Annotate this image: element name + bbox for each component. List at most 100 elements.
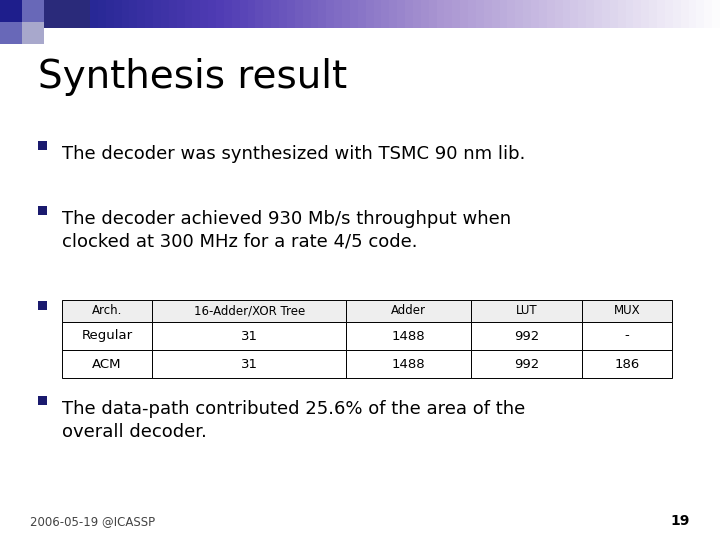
Bar <box>271 0 280 28</box>
Bar <box>38 141 47 150</box>
Bar <box>145 0 154 28</box>
Bar <box>208 0 217 28</box>
Bar <box>184 0 194 28</box>
Bar <box>122 0 130 28</box>
Bar <box>642 0 650 28</box>
Text: -: - <box>624 329 629 342</box>
Bar <box>346 300 471 322</box>
Bar <box>216 0 225 28</box>
Bar <box>302 0 312 28</box>
Bar <box>468 0 477 28</box>
Text: 992: 992 <box>514 329 539 342</box>
Text: Synthesis result: Synthesis result <box>38 58 347 96</box>
Bar <box>516 0 524 28</box>
Bar <box>168 0 178 28</box>
Text: 186: 186 <box>614 357 639 370</box>
Bar <box>326 0 335 28</box>
Bar <box>98 0 107 28</box>
Bar <box>374 0 382 28</box>
Bar <box>582 350 672 378</box>
Bar <box>657 0 666 28</box>
Bar <box>428 0 438 28</box>
Bar <box>62 300 152 322</box>
Bar <box>610 0 618 28</box>
Text: ACM: ACM <box>92 357 122 370</box>
Bar <box>390 0 398 28</box>
Bar <box>680 0 690 28</box>
Bar <box>90 0 99 28</box>
Text: 19: 19 <box>670 514 690 528</box>
Bar <box>310 0 320 28</box>
Bar <box>279 0 288 28</box>
Bar <box>200 0 209 28</box>
Bar <box>248 0 256 28</box>
Bar <box>508 0 516 28</box>
Bar <box>334 0 343 28</box>
Bar <box>62 300 672 378</box>
Text: 1488: 1488 <box>392 329 426 342</box>
Bar <box>570 0 580 28</box>
Bar <box>665 0 674 28</box>
Bar <box>531 0 540 28</box>
Bar <box>224 0 233 28</box>
Bar <box>22 22 44 44</box>
Bar <box>44 0 90 28</box>
Bar <box>38 396 47 405</box>
Bar <box>500 0 508 28</box>
Bar <box>539 0 548 28</box>
Bar <box>130 0 138 28</box>
Bar <box>152 322 346 350</box>
Bar <box>161 0 170 28</box>
Bar <box>350 0 359 28</box>
Bar <box>618 0 626 28</box>
Bar <box>471 322 582 350</box>
Bar <box>240 0 248 28</box>
Bar <box>420 0 430 28</box>
Bar <box>346 322 471 350</box>
Bar <box>476 0 485 28</box>
Bar <box>471 350 582 378</box>
Bar <box>0 22 22 44</box>
Bar <box>688 0 698 28</box>
Bar <box>256 0 264 28</box>
Text: 31: 31 <box>240 357 258 370</box>
Bar <box>22 0 44 22</box>
Text: 992: 992 <box>514 357 539 370</box>
Bar <box>523 0 532 28</box>
Bar <box>582 322 672 350</box>
Bar <box>192 0 202 28</box>
Text: Compared with the regular LDPC code, the data-path of
the ACM LDPC decoder incre: Compared with the regular LDPC code, the… <box>62 305 565 369</box>
Text: MUX: MUX <box>613 305 640 318</box>
Bar <box>294 0 304 28</box>
Bar <box>696 0 706 28</box>
Bar <box>712 0 720 28</box>
Bar <box>436 0 446 28</box>
Bar <box>346 350 471 378</box>
Text: The decoder achieved 930 Mb/s throughput when
clocked at 300 MHz for a rate 4/5 : The decoder achieved 930 Mb/s throughput… <box>62 210 511 251</box>
Bar <box>232 0 240 28</box>
Bar <box>546 0 556 28</box>
Text: 1488: 1488 <box>392 357 426 370</box>
Bar <box>492 0 500 28</box>
Bar <box>176 0 186 28</box>
Bar <box>62 350 152 378</box>
Bar <box>460 0 469 28</box>
Bar <box>318 0 328 28</box>
Bar <box>0 0 22 22</box>
Text: The decoder was synthesized with TSMC 90 nm lib.: The decoder was synthesized with TSMC 90… <box>62 145 526 163</box>
Text: LUT: LUT <box>516 305 537 318</box>
Bar <box>138 0 146 28</box>
Bar <box>634 0 642 28</box>
Bar <box>62 322 152 350</box>
Bar <box>152 300 346 322</box>
Bar <box>444 0 454 28</box>
Bar <box>106 0 114 28</box>
Bar <box>602 0 611 28</box>
Bar <box>358 0 366 28</box>
Text: Regular: Regular <box>81 329 132 342</box>
Bar <box>554 0 564 28</box>
Text: 31: 31 <box>240 329 258 342</box>
Bar <box>397 0 406 28</box>
Bar <box>38 206 47 215</box>
Bar <box>484 0 492 28</box>
